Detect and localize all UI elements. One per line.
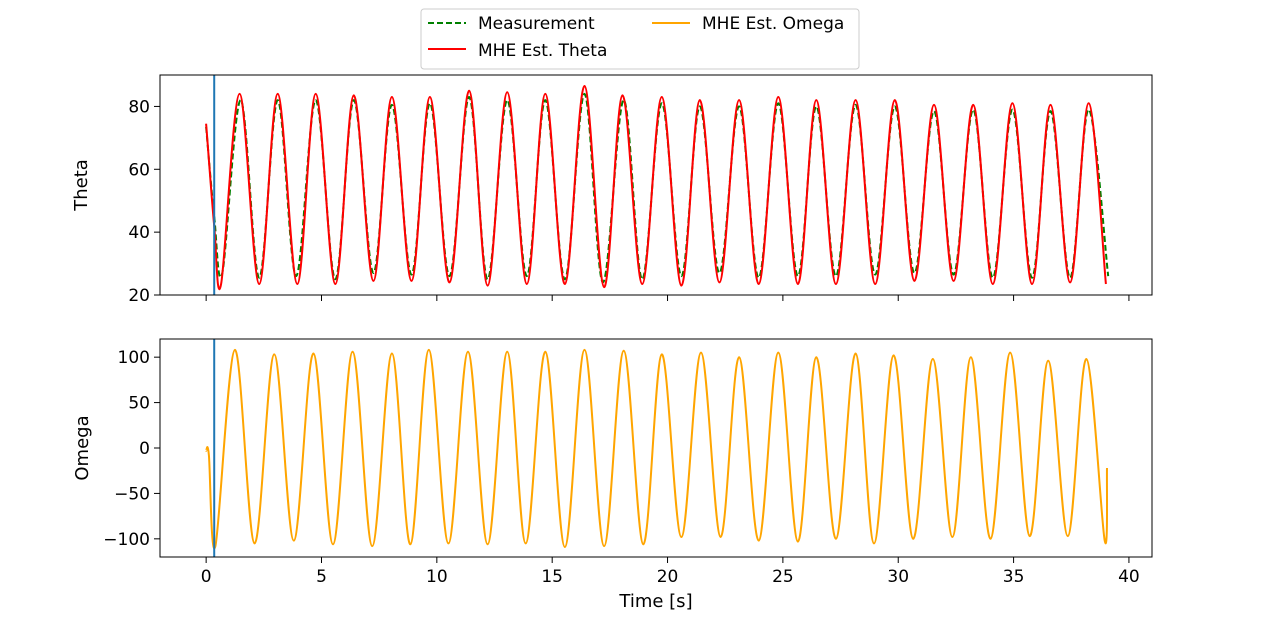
omega-x-tick-label: 5 (316, 567, 327, 587)
theta-series-line-1 (205, 84, 1107, 291)
theta-x-ticks (205, 295, 1130, 301)
omega-y-tick-label: 0 (139, 439, 150, 459)
omega-y-tick-label: 100 (118, 348, 150, 368)
omega-x-tick-label: 40 (1118, 567, 1140, 587)
theta-y-axis-label: Theta (71, 159, 92, 212)
omega-series-line-0 (205, 348, 1109, 550)
theta-series-group (205, 84, 1110, 291)
theta-y-tick-label: 20 (128, 286, 150, 306)
omega-axes: 0 5 10 15 20 25 30 35 40 −100 −50 0 50 100 Omega Tim… (72, 338, 1153, 612)
legend-label-mhe-omega: MHE Est. Omega (702, 14, 844, 34)
omega-x-tick-label: 20 (657, 567, 679, 587)
theta-y-ticks: 20 40 60 80 (128, 97, 160, 306)
omega-x-tick-label: 25 (772, 567, 794, 587)
omega-y-tick-label: 50 (128, 394, 150, 414)
theta-y-tick-label: 60 (128, 160, 150, 180)
omega-y-tick-label: −100 (103, 530, 150, 550)
omega-series-group (205, 348, 1109, 550)
omega-y-axis-label: Omega (72, 415, 93, 480)
legend-label-measurement: Measurement (478, 14, 595, 34)
legend-frame (420, 8, 860, 70)
omega-y-ticks: −100 −50 0 50 100 (103, 348, 160, 550)
theta-y-tick-label: 80 (128, 97, 150, 117)
time-x-axis-label: Time [s] (618, 591, 692, 612)
omega-x-ticks: 0 5 10 15 20 25 30 35 40 (201, 557, 1140, 587)
theta-plot-frame (159, 74, 1153, 296)
theta-y-tick-label: 40 (128, 223, 150, 243)
omega-x-tick-label: 0 (201, 567, 212, 587)
theta-axes: 20 40 60 80 Theta (71, 74, 1153, 306)
omega-x-tick-label: 30 (887, 567, 909, 587)
omega-x-tick-label: 15 (541, 567, 563, 587)
legend-label-mhe-theta: MHE Est. Theta (478, 41, 607, 61)
legend: Measurement MHE Est. Theta MHE Est. Omeg… (420, 8, 860, 70)
omega-y-tick-label: −50 (114, 484, 150, 504)
omega-x-tick-label: 10 (426, 567, 448, 587)
omega-x-tick-label: 35 (1003, 567, 1025, 587)
